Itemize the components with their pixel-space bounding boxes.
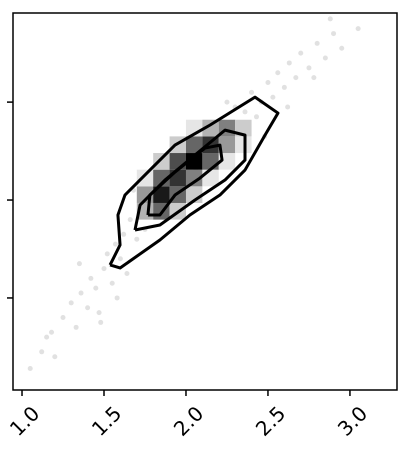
x-tick-label: 1.5	[87, 401, 126, 440]
plot-frame	[12, 12, 398, 391]
hist-cell	[185, 153, 203, 170]
point	[52, 354, 58, 360]
point	[124, 270, 130, 276]
point	[98, 319, 104, 325]
point	[311, 75, 317, 81]
point	[306, 65, 312, 71]
point	[114, 295, 120, 301]
contour	[108, 95, 280, 270]
point	[355, 26, 361, 32]
hist-cell	[169, 153, 186, 170]
hist-cell	[185, 136, 203, 154]
x-tick-label: 3.0	[333, 401, 372, 440]
hist-cell	[169, 169, 186, 187]
hist-cell	[202, 153, 219, 170]
point	[134, 236, 140, 242]
point	[93, 285, 99, 291]
point	[68, 300, 74, 306]
point	[85, 305, 91, 311]
point	[101, 266, 107, 272]
point	[49, 329, 55, 335]
point	[112, 241, 118, 247]
point	[314, 40, 320, 46]
point	[322, 55, 328, 61]
point	[286, 60, 292, 66]
hist-cell	[153, 153, 170, 170]
point	[281, 84, 287, 90]
hist-cell	[153, 186, 170, 203]
point	[88, 275, 94, 281]
hist-cell	[185, 169, 203, 187]
point	[327, 16, 333, 22]
hist-cell	[235, 136, 252, 154]
x-tick-label: 2.5	[251, 401, 290, 440]
hist-cell	[136, 169, 154, 187]
point	[109, 280, 115, 286]
point	[27, 365, 33, 371]
x-tick-label: 2.0	[169, 401, 208, 440]
point	[298, 50, 304, 56]
point	[293, 75, 299, 81]
point	[275, 70, 281, 76]
point	[127, 217, 133, 223]
point	[73, 324, 79, 330]
point	[224, 99, 230, 105]
point	[96, 310, 102, 316]
contour	[146, 143, 224, 217]
point	[78, 290, 84, 296]
point	[331, 31, 337, 37]
hist-cell	[218, 136, 236, 154]
point	[60, 315, 66, 321]
point	[121, 231, 127, 237]
point	[76, 261, 82, 267]
point	[44, 334, 50, 340]
point	[117, 256, 123, 262]
point	[249, 89, 255, 95]
point	[39, 349, 45, 355]
point	[285, 104, 291, 110]
point	[270, 94, 276, 100]
point	[242, 109, 248, 115]
point	[339, 45, 345, 51]
x-tick-label: 1.0	[5, 401, 44, 440]
point	[253, 114, 259, 120]
point	[104, 251, 110, 257]
point	[265, 80, 271, 86]
